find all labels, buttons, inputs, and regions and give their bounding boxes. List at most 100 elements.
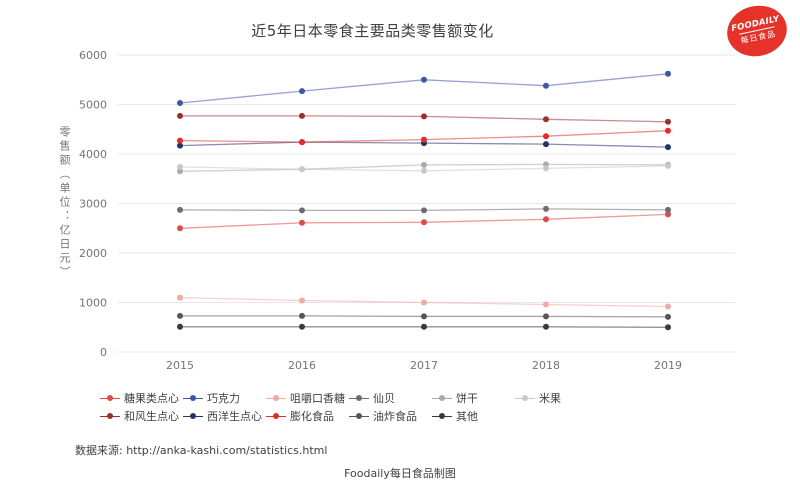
data-point-油炸食品-2017 (421, 313, 427, 320)
data-point-仙贝-2019 (665, 206, 671, 213)
data-point-其他-2019 (665, 324, 671, 331)
legend-marker-icon (515, 395, 535, 401)
y-tick-label: 0 (100, 346, 107, 359)
data-point-仙贝-2018 (543, 205, 549, 212)
legend-marker-icon (183, 395, 203, 401)
data-point-油炸食品-2018 (543, 313, 549, 320)
data-point-糖果类点心-2017 (421, 219, 427, 226)
x-tick-label: 2015 (166, 359, 194, 372)
data-point-饼干-2015 (177, 168, 183, 175)
data-point-咀嚼口香糖-2016 (299, 297, 305, 304)
legend-dot-icon (522, 395, 528, 401)
data-point-仙贝-2016 (299, 207, 305, 214)
legend-label: 糖果类点心 (124, 392, 179, 405)
legend-dot-icon (439, 413, 445, 419)
data-point-膨化食品-2019 (665, 127, 671, 134)
legend-item-仙贝: 仙贝 (349, 391, 432, 405)
x-tick-label: 2019 (654, 359, 682, 372)
legend-marker-icon (349, 413, 369, 419)
data-point-膨化食品-2016 (299, 139, 305, 146)
data-point-巧克力-2018 (543, 82, 549, 89)
legend-dot-icon (439, 395, 445, 401)
data-point-油炸食品-2019 (665, 313, 671, 320)
data-point-巧克力-2015 (177, 100, 183, 106)
chart-legend: 糖果类点心 巧克力 咀嚼口香糖 仙贝 饼干 米果和风生点心 西洋生点心 膨化食品 油炸食品 其他 (100, 391, 620, 423)
y-tick-label: 5000 (79, 99, 107, 112)
data-point-和风生点心-2016 (299, 112, 305, 119)
legend-marker-icon (100, 413, 120, 419)
data-point-和风生点心-2018 (543, 116, 549, 123)
data-point-饼干-2017 (421, 161, 427, 168)
y-tick-label: 1000 (79, 297, 107, 310)
legend-marker-icon (266, 395, 286, 401)
y-tick-label: 3000 (79, 198, 107, 211)
data-point-咀嚼口香糖-2017 (421, 299, 427, 306)
data-source-url: 数据来源: http://anka-kashi.com/statistics.h… (75, 444, 328, 457)
data-point-米果-2019 (665, 162, 671, 169)
legend-item-其他: 其他 (432, 409, 515, 423)
legend-label: 饼干 (456, 392, 478, 405)
data-point-膨化食品-2015 (177, 137, 183, 144)
x-tick-label: 2018 (532, 359, 560, 372)
data-point-巧克力-2017 (421, 76, 427, 83)
legend-dot-icon (107, 413, 113, 419)
legend-dot-icon (356, 413, 362, 419)
legend-item-饼干: 饼干 (432, 391, 515, 405)
data-point-和风生点心-2015 (177, 112, 183, 119)
data-point-和风生点心-2017 (421, 113, 427, 120)
legend-marker-icon (100, 395, 120, 401)
legend-label: 米果 (539, 392, 561, 405)
data-point-糖果类点心-2019 (665, 211, 671, 218)
legend-label: 膨化食品 (290, 410, 334, 423)
legend-marker-icon (266, 413, 286, 419)
legend-label: 咀嚼口香糖 (290, 392, 345, 405)
legend-dot-icon (107, 395, 113, 401)
legend-item-和风生点心: 和风生点心 (100, 409, 183, 423)
legend-item-咀嚼口香糖: 咀嚼口香糖 (266, 391, 349, 405)
data-point-咀嚼口香糖-2019 (665, 303, 671, 310)
data-point-西洋生点心-2019 (665, 144, 671, 151)
y-axis-title: 零售额（单位：亿日元） (58, 126, 71, 280)
legend-item-膨化食品: 膨化食品 (266, 409, 349, 423)
data-point-米果-2015 (177, 163, 183, 170)
x-tick-label: 2017 (410, 359, 438, 372)
data-point-米果-2017 (421, 167, 427, 174)
legend-dot-icon (273, 395, 279, 401)
data-point-糖果类点心-2015 (177, 225, 183, 232)
legend-marker-icon (432, 413, 452, 419)
legend-dot-icon (273, 413, 279, 419)
legend-label: 油炸食品 (373, 410, 417, 423)
data-point-其他-2016 (299, 323, 305, 330)
x-tick-label: 2016 (288, 359, 316, 372)
data-point-米果-2016 (299, 166, 305, 173)
legend-label: 巧克力 (207, 392, 240, 405)
y-tick-label: 2000 (79, 247, 107, 260)
legend-marker-icon (349, 395, 369, 401)
data-point-糖果类点心-2018 (543, 216, 549, 223)
data-point-油炸食品-2016 (299, 312, 305, 319)
data-point-油炸食品-2015 (177, 312, 183, 319)
legend-dot-icon (356, 395, 362, 401)
legend-label: 和风生点心 (124, 410, 179, 423)
legend-item-西洋生点心: 西洋生点心 (183, 409, 266, 423)
legend-label: 仙贝 (373, 392, 395, 405)
legend-marker-icon (183, 413, 203, 419)
page-title: 近5年日本零食主要品类零售额变化 (251, 22, 494, 40)
data-point-其他-2017 (421, 323, 427, 330)
data-point-仙贝-2017 (421, 207, 427, 214)
data-point-咀嚼口香糖-2015 (177, 294, 183, 301)
data-point-和风生点心-2019 (665, 118, 671, 125)
data-point-其他-2015 (177, 323, 183, 330)
legend-dot-icon (190, 413, 196, 419)
legend-item-油炸食品: 油炸食品 (349, 409, 432, 423)
data-point-巧克力-2019 (665, 70, 671, 77)
legend-label: 西洋生点心 (207, 410, 262, 423)
data-point-糖果类点心-2016 (299, 219, 305, 226)
credit-text: Foodaily每日食品制图 (344, 467, 456, 480)
data-point-西洋生点心-2018 (543, 141, 549, 148)
data-point-咀嚼口香糖-2018 (543, 301, 549, 308)
legend-item-巧克力: 巧克力 (183, 391, 266, 405)
data-point-其他-2018 (543, 323, 549, 330)
